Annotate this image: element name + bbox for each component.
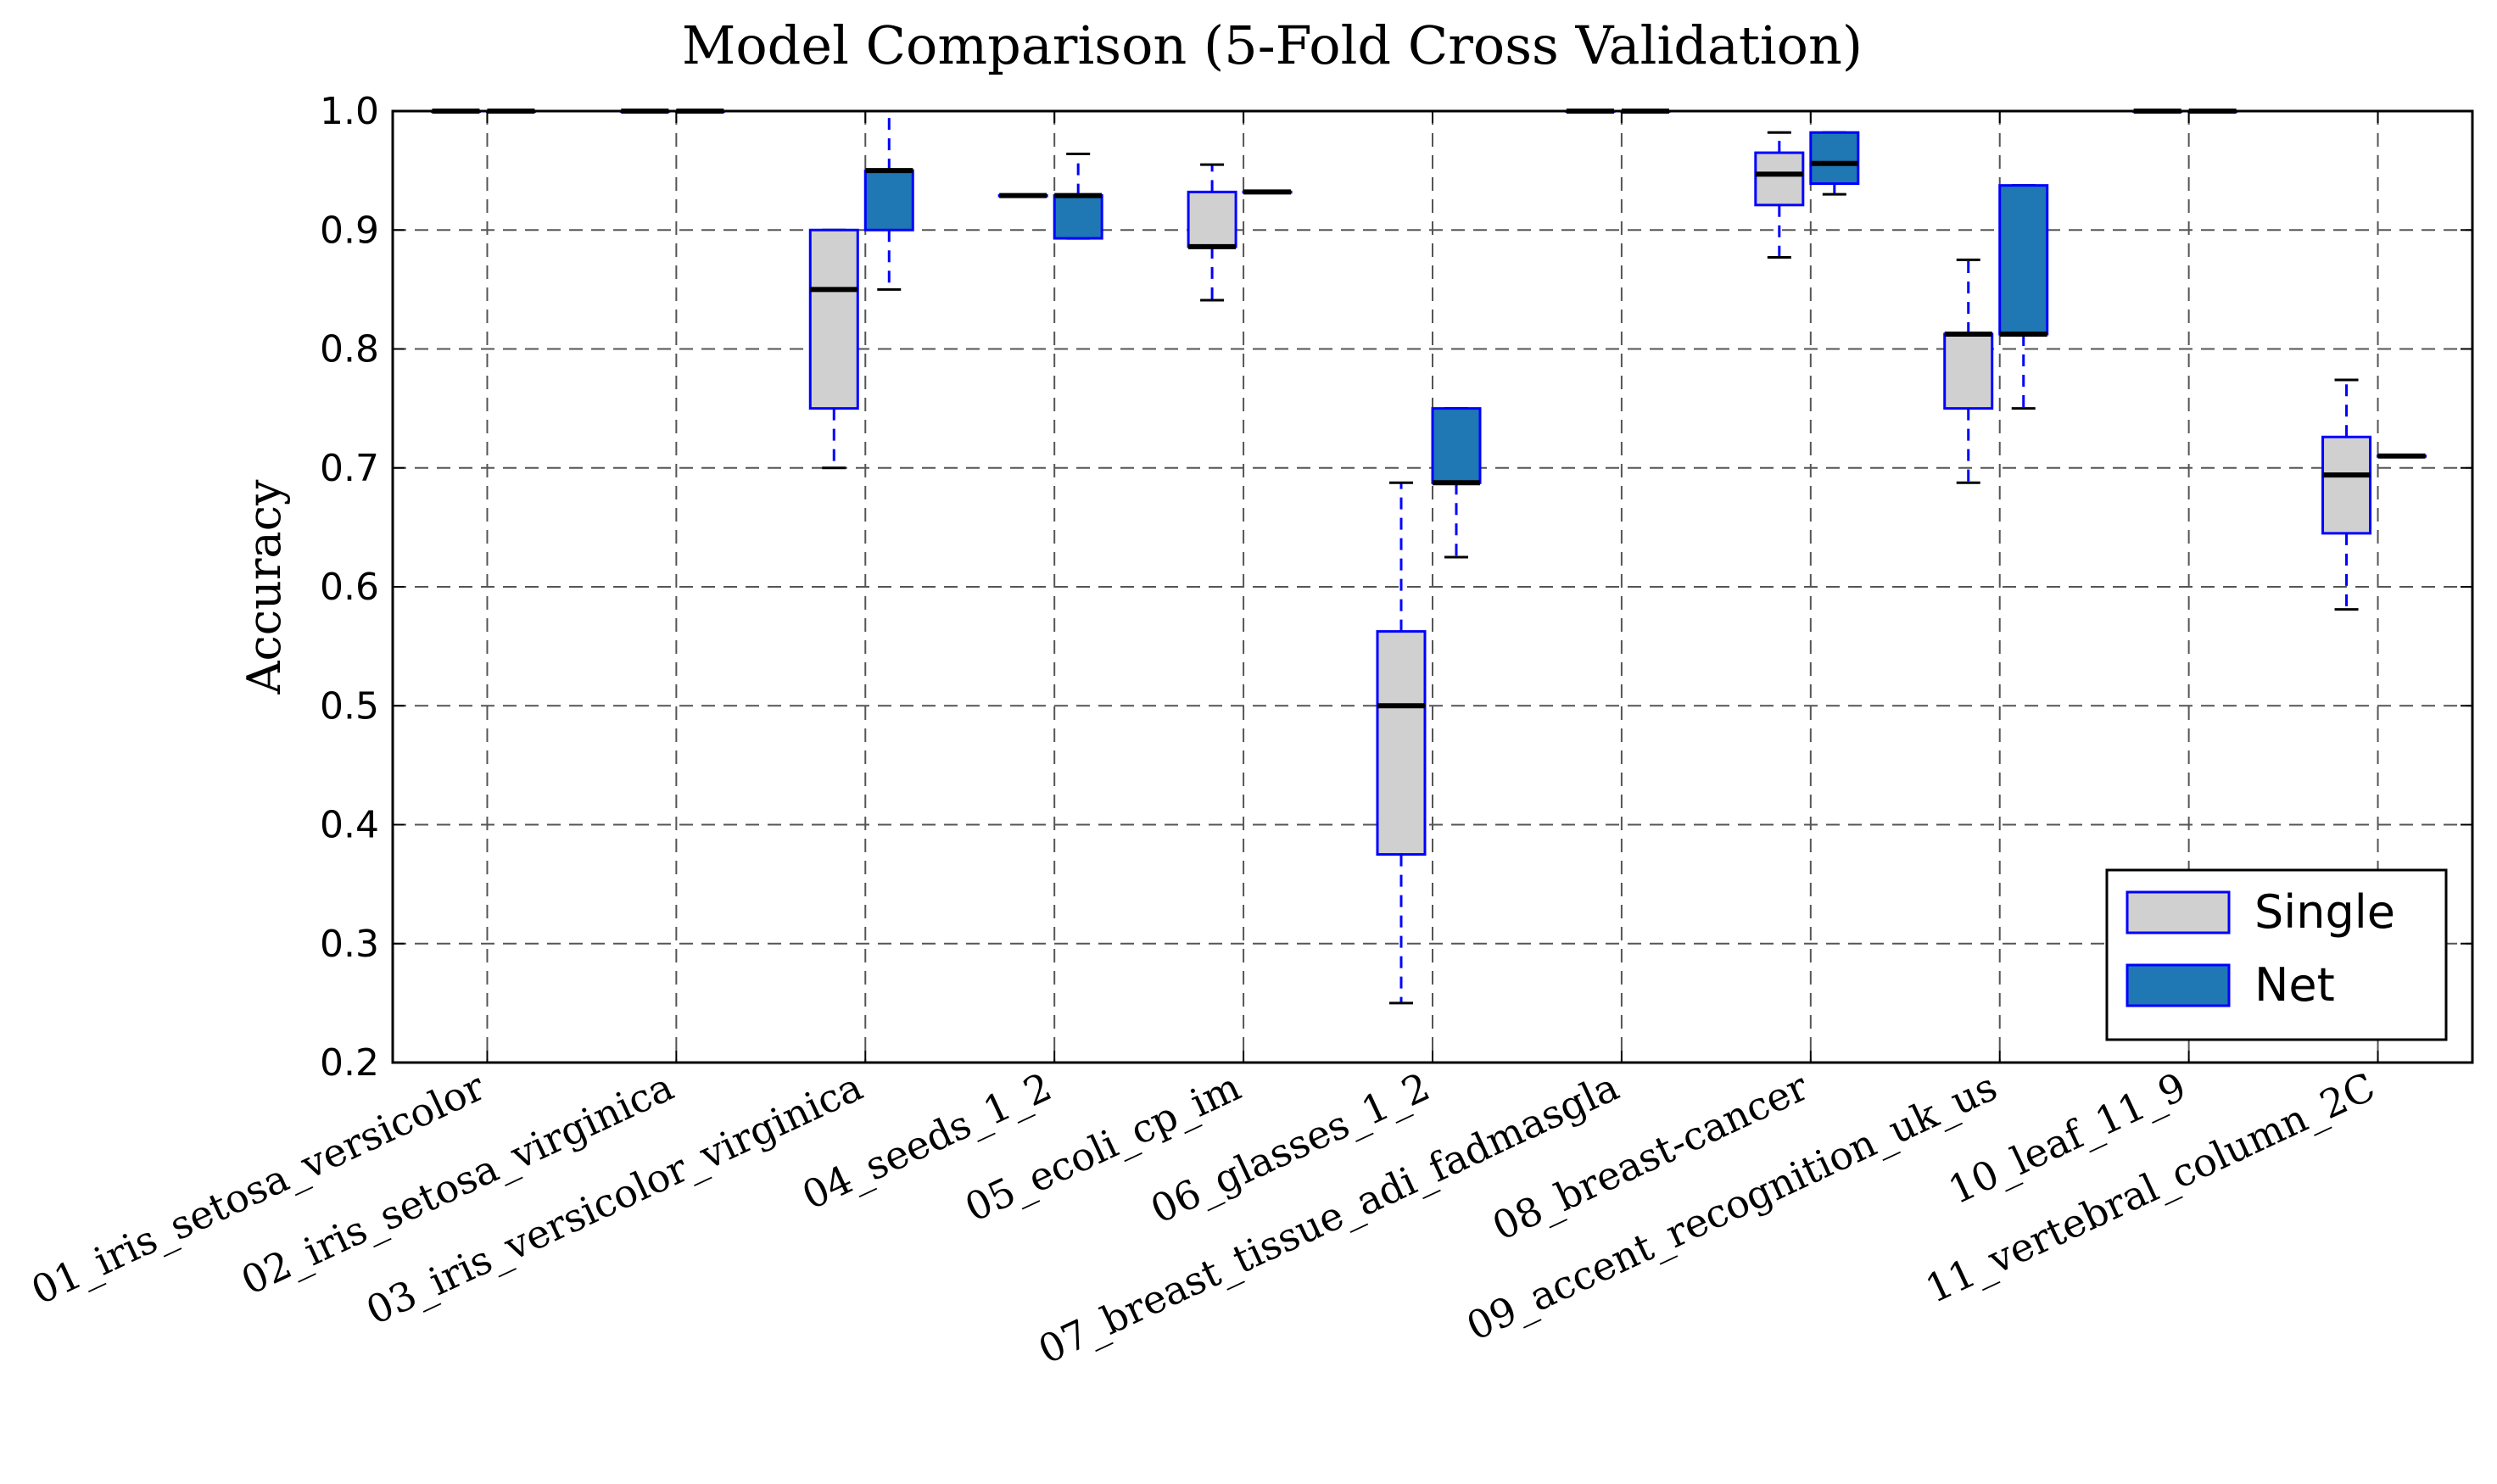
box-single-11	[2321, 378, 2372, 611]
y-tick-label: 0.8	[320, 328, 379, 371]
box-single-9	[1943, 258, 1994, 484]
legend-label-net: Net	[2254, 958, 2335, 1012]
y-tick-label: 0.9	[320, 209, 379, 252]
iqr-box	[1053, 194, 1103, 240]
box-single-6	[1376, 481, 1427, 1005]
box-net-9	[1998, 184, 2049, 410]
iqr-box	[1376, 630, 1427, 856]
iqr-box	[1754, 151, 1805, 207]
iqr-box	[2321, 435, 2372, 535]
iqr-box	[1998, 184, 2049, 336]
iqr-box	[808, 228, 859, 410]
legend: Single Net	[2105, 868, 2448, 1041]
box-net-3	[863, 109, 914, 291]
y-tick-label: 0.7	[320, 447, 379, 490]
y-tick-label: 1.0	[320, 90, 379, 133]
box-single-8	[1754, 131, 1805, 259]
iqr-box	[863, 169, 914, 232]
legend-label-single: Single	[2254, 885, 2395, 939]
box-net-6	[1431, 407, 1482, 559]
box-single-4	[997, 192, 1048, 198]
y-axis-ticks: 0.2 0.3 0.4 0.5 0.6 0.7 0.8 0.9 1.0	[320, 90, 2472, 1085]
y-tick-label: 0.2	[320, 1041, 379, 1085]
y-tick-label: 0.6	[320, 566, 379, 609]
legend-swatch-single	[2126, 890, 2231, 934]
y-axis-label: Accuracy	[237, 479, 291, 695]
box-net-11	[2377, 453, 2427, 459]
chart-title: Model Comparison (5-Fold Cross Validatio…	[682, 14, 1863, 76]
box-net-8	[1809, 131, 1860, 196]
legend-swatch-net	[2126, 963, 2231, 1007]
iqr-box	[1187, 190, 1237, 248]
iqr-box	[1431, 407, 1482, 484]
y-tick-label: 0.5	[320, 684, 379, 728]
box-single-5	[1187, 163, 1237, 302]
box-net-4	[1053, 152, 1103, 240]
y-tick-label: 0.3	[320, 923, 379, 966]
y-tick-label: 0.4	[320, 804, 379, 847]
box-single-3	[808, 228, 859, 470]
iqr-box	[1809, 131, 1860, 186]
box-plots	[430, 109, 2427, 1005]
iqr-box	[1943, 332, 1994, 410]
